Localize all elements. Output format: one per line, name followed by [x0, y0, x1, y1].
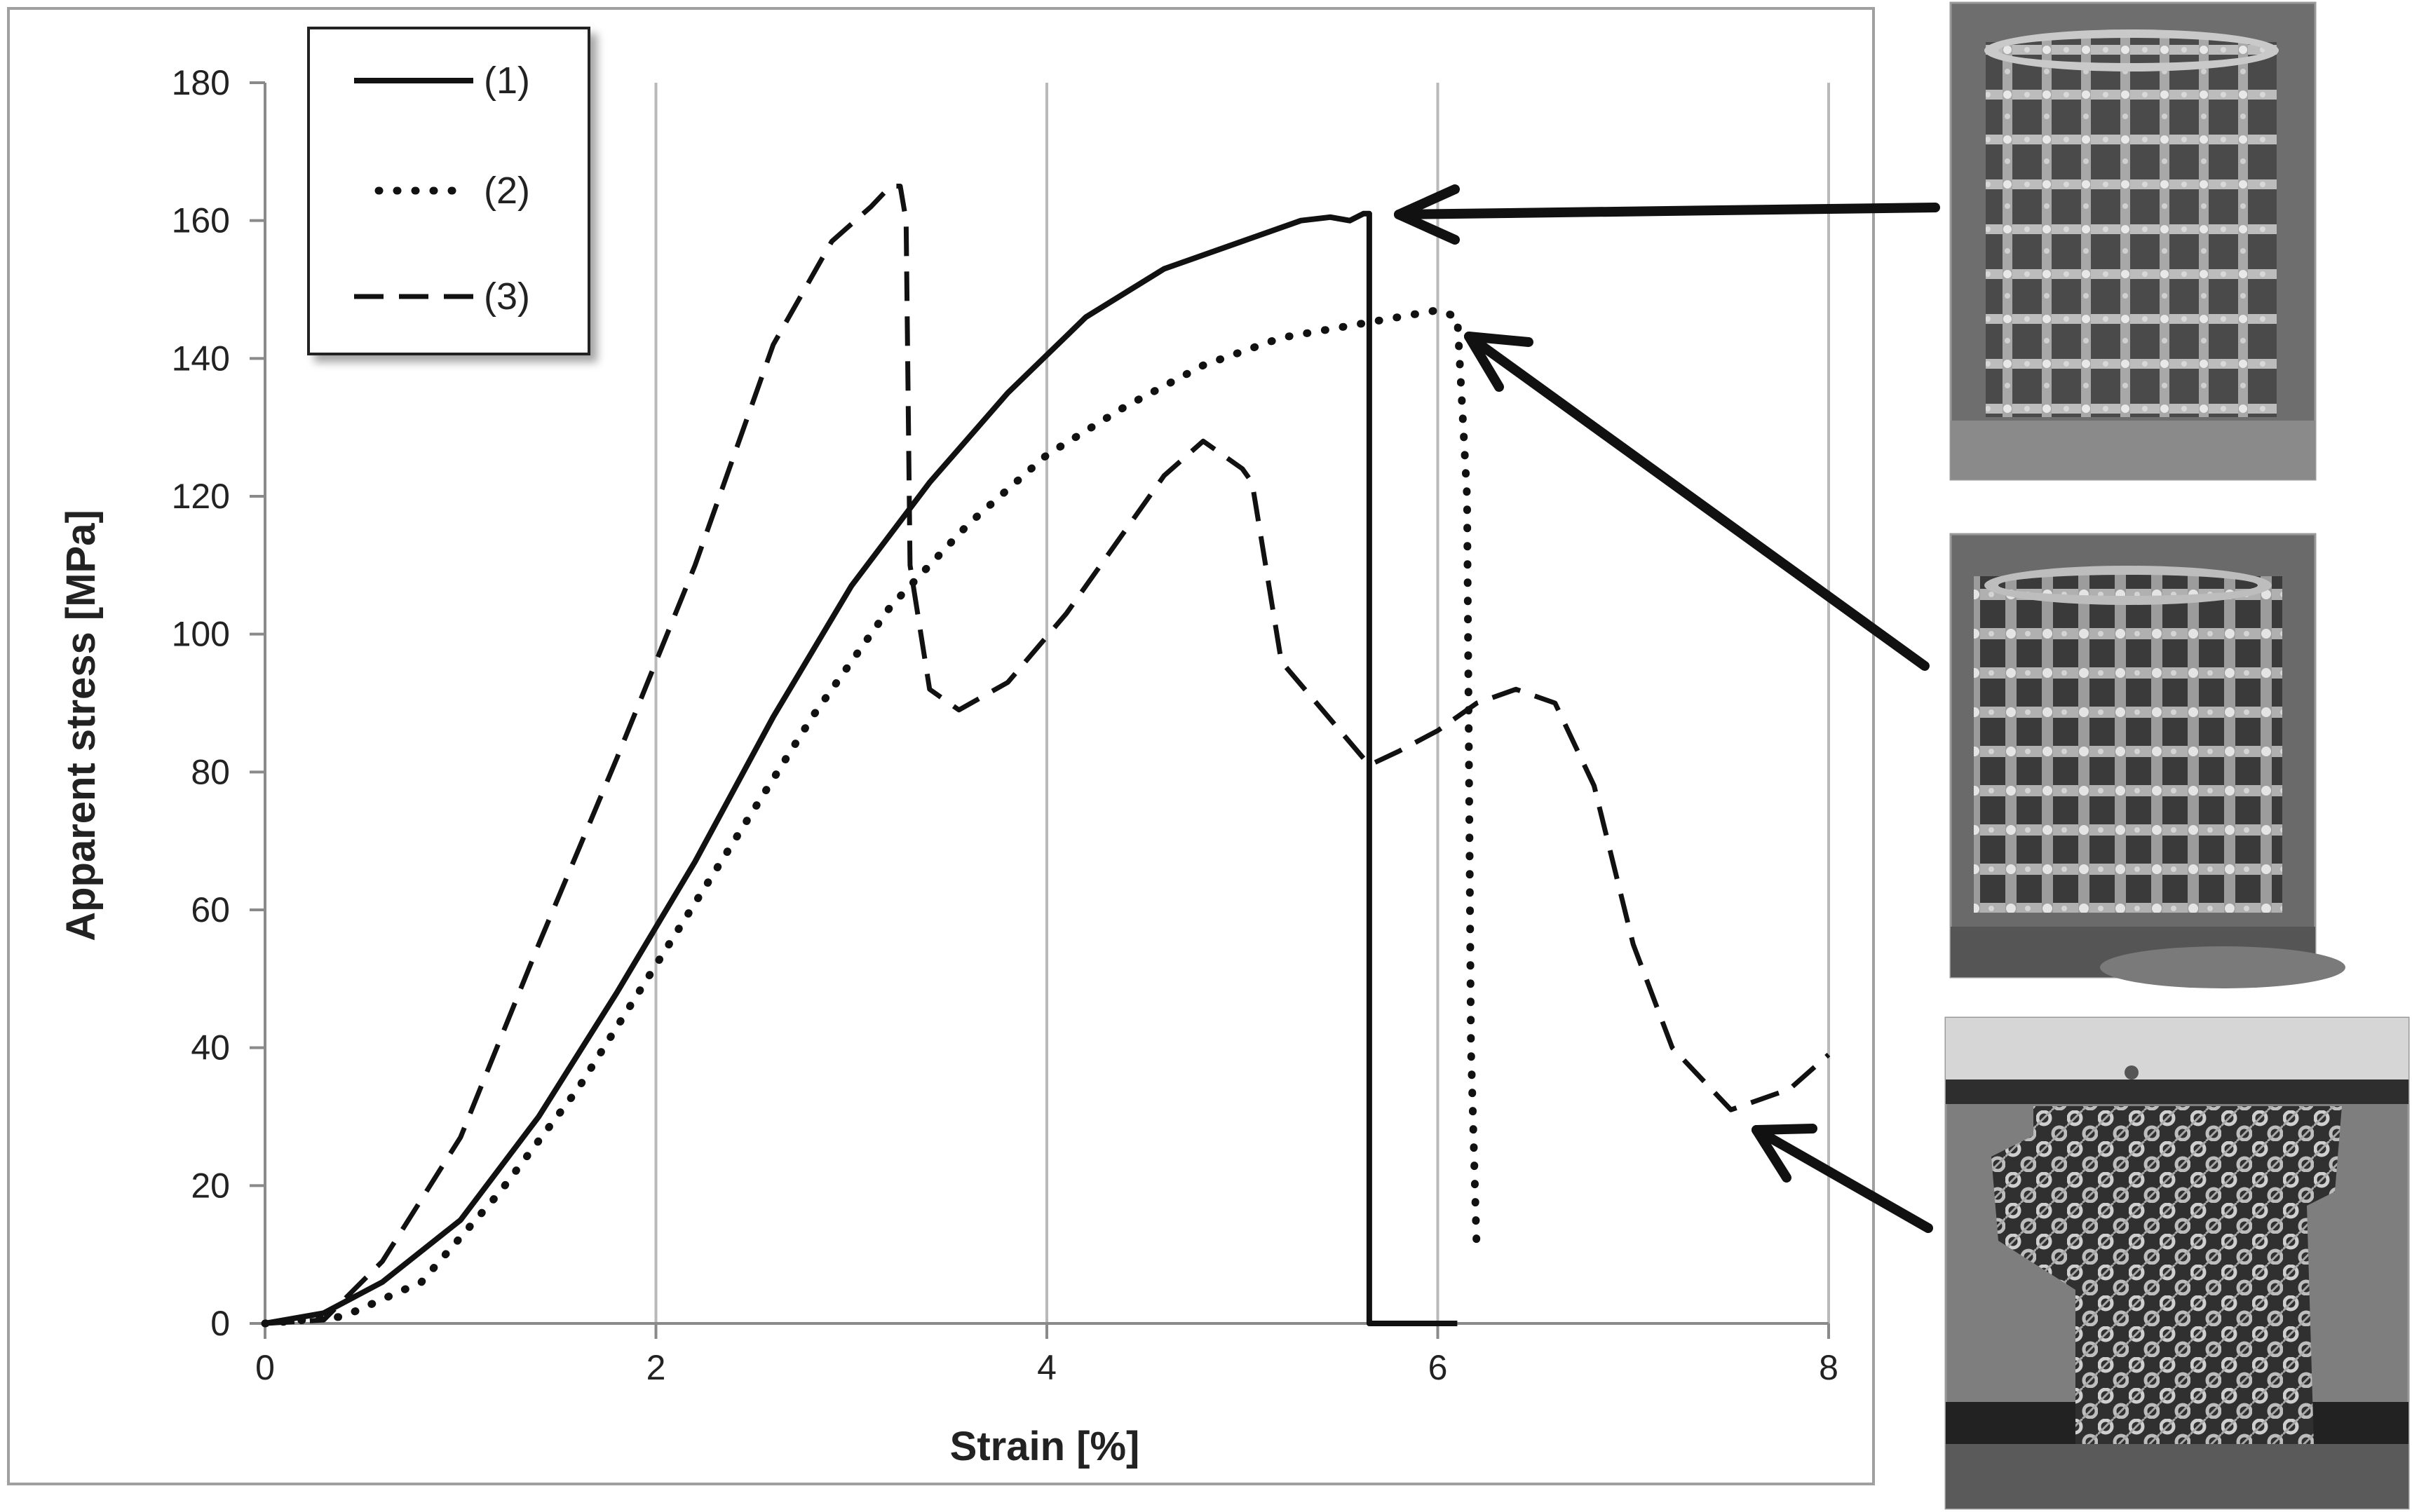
legend-label-3: (3)	[484, 275, 530, 318]
x-tick-label-0: 0	[255, 1348, 275, 1387]
legend: (1) (2) (3)	[307, 27, 590, 355]
series-line-1	[264, 210, 1458, 1326]
y-tick-label-6: 120	[172, 477, 230, 516]
y-tick-label-9: 180	[172, 63, 230, 102]
legend-label-1: (1)	[484, 60, 530, 102]
y-axis-title: Apparent stress [MPa]	[58, 510, 104, 941]
x-axis-title: Strain [%]	[950, 1424, 1140, 1469]
annotation-arrows	[1394, 184, 1940, 1233]
chart-frame	[7, 7, 1875, 1485]
y-tick-label-8: 160	[172, 201, 230, 240]
x-tick-label-3: 6	[1428, 1348, 1448, 1387]
series-line-3	[264, 184, 1831, 1326]
grid-layer	[654, 83, 1830, 1323]
y-tick-label-2: 40	[191, 1028, 230, 1068]
arrow-1	[1394, 203, 1940, 219]
series-layer	[261, 184, 1831, 1328]
y-tick-label-7: 140	[172, 339, 230, 378]
x-tick-label-2: 4	[1037, 1348, 1057, 1387]
y-tick-label-5: 100	[172, 615, 230, 654]
y-tick-label-3: 60	[191, 890, 230, 929]
series-line-2	[261, 306, 1481, 1328]
x-tick-label-4: 8	[1819, 1348, 1838, 1387]
arrow-2	[1464, 332, 1930, 671]
y-tick-label-0: 0	[210, 1304, 230, 1343]
y-tick-label-1: 20	[191, 1166, 230, 1205]
arrowhead-2	[1464, 332, 1533, 392]
arrow-3	[1752, 1125, 1933, 1233]
arrowhead-1	[1394, 184, 1460, 245]
legend-label-2: (2)	[484, 170, 530, 212]
y-tick-label-4: 80	[191, 752, 230, 791]
specimen-photo-3	[1944, 1016, 2410, 1510]
axis-layer: 0 20 40 60 80 100 120 140 160 180 0 2 4 6 8	[172, 63, 1838, 1387]
specimen-photo-2	[1949, 533, 2345, 988]
x-tick-label-1: 2	[646, 1348, 666, 1387]
specimen-photo-1	[1949, 1, 2317, 481]
arrowhead-3	[1752, 1124, 1817, 1183]
